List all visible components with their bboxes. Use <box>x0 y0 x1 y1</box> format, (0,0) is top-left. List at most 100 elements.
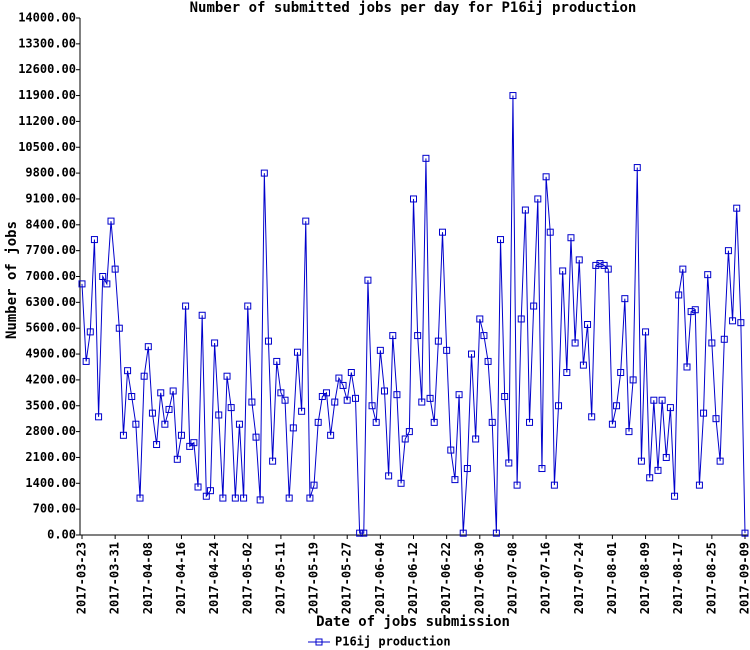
data-point <box>298 407 306 415</box>
data-point <box>646 474 654 482</box>
data-point <box>182 302 190 310</box>
data-point <box>356 529 364 537</box>
data-point <box>637 457 645 465</box>
data-point <box>724 247 732 255</box>
data-point <box>153 441 161 449</box>
y-tick-label: 11900.00 <box>18 88 76 102</box>
data-point <box>563 369 571 377</box>
data-point <box>691 306 699 314</box>
data-point <box>463 465 471 473</box>
data-point <box>248 398 256 406</box>
data-point <box>405 428 413 436</box>
y-tick-label: 7000.00 <box>25 269 76 283</box>
y-tick-label: 10500.00 <box>18 140 76 154</box>
data-point <box>613 402 621 410</box>
data-point <box>542 173 550 181</box>
x-tick-label: 2017-05-27 <box>340 542 354 614</box>
data-point <box>596 260 604 268</box>
y-tick-label: 2800.00 <box>25 424 76 438</box>
x-axis-label: Date of jobs submission <box>316 614 510 630</box>
data-point <box>194 483 202 491</box>
data-point <box>621 295 629 303</box>
data-point <box>517 315 525 323</box>
data-point <box>277 389 285 397</box>
data-point <box>700 409 708 417</box>
data-point <box>293 348 301 356</box>
data-point <box>389 332 397 340</box>
data-point <box>256 496 264 504</box>
data-point <box>666 404 674 412</box>
y-tick-label: 700.00 <box>33 502 76 516</box>
data-point <box>418 398 426 406</box>
data-point <box>302 217 310 225</box>
data-point <box>140 372 148 380</box>
y-tick-label: 9100.00 <box>25 191 76 205</box>
data-point <box>111 265 119 273</box>
data-point <box>198 311 206 319</box>
data-point <box>410 195 417 203</box>
data-point <box>351 394 359 402</box>
data-point <box>509 92 517 100</box>
x-tick-label: 2017-04-16 <box>174 542 188 614</box>
data-point <box>82 357 90 365</box>
data-point <box>737 319 745 327</box>
data-point <box>567 234 575 242</box>
data-point <box>206 487 214 495</box>
data-point <box>364 276 372 284</box>
data-point <box>741 529 749 537</box>
data-point <box>459 529 467 537</box>
y-tick-label: 13300.00 <box>18 36 76 50</box>
data-point <box>414 332 422 340</box>
data-point <box>335 374 343 382</box>
data-point <box>501 393 509 401</box>
data-point <box>169 387 177 395</box>
data-point <box>484 357 492 365</box>
data-point <box>534 195 542 203</box>
data-point <box>530 302 538 310</box>
data-point <box>604 265 612 273</box>
x-tick-label: 2017-06-22 <box>439 542 453 614</box>
data-point <box>729 317 737 325</box>
x-tick-label: 2017-07-08 <box>505 542 519 614</box>
x-tick-label: 2017-09-09 <box>738 542 750 614</box>
x-tick-label: 2017-04-08 <box>141 542 155 614</box>
data-point <box>289 424 297 432</box>
data-point <box>165 405 173 413</box>
data-point <box>119 431 127 439</box>
data-point <box>617 369 625 377</box>
x-tick-label: 2017-08-09 <box>638 542 652 614</box>
data-point <box>447 446 455 454</box>
data-point <box>177 431 185 439</box>
data-point <box>157 389 165 397</box>
data-point <box>426 394 434 402</box>
data-point <box>579 361 587 369</box>
data-point <box>107 217 115 225</box>
data-point <box>633 164 641 172</box>
data-point <box>505 459 513 467</box>
data-point <box>136 494 144 502</box>
x-tick-label: 2017-06-04 <box>373 542 387 614</box>
data-point <box>430 418 438 426</box>
y-tick-label: 8400.00 <box>25 217 76 231</box>
data-point <box>650 396 658 404</box>
y-axis-label: Number of jobs <box>4 221 20 339</box>
data-point <box>132 420 140 428</box>
data-point <box>546 228 554 236</box>
data-point <box>434 337 442 345</box>
data-point <box>219 494 227 502</box>
data-point <box>401 435 409 443</box>
data-point <box>521 206 529 214</box>
data-point <box>202 492 210 500</box>
data-point <box>439 228 447 236</box>
data-point <box>368 402 376 410</box>
data-point <box>654 466 662 474</box>
data-point <box>559 267 567 275</box>
data-point <box>472 435 480 443</box>
data-point <box>712 415 720 423</box>
data-point <box>281 396 289 404</box>
x-tick-label: 2017-08-17 <box>671 542 685 614</box>
data-point <box>78 280 86 288</box>
y-tick-label: 11200.00 <box>18 114 76 128</box>
data-point <box>443 346 451 354</box>
